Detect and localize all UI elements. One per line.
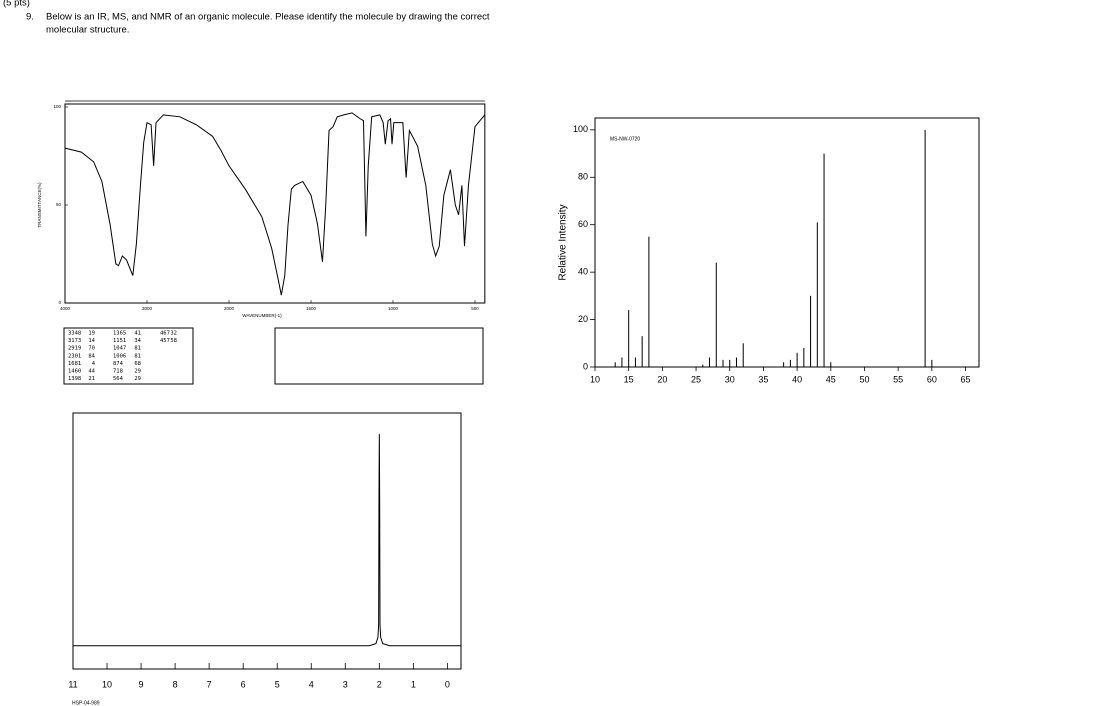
- y-tick-label: 100: [573, 124, 588, 134]
- x-tick-label: 30: [725, 374, 735, 384]
- peak-table-cell: 467: [160, 331, 170, 337]
- y-tick-label: 0: [58, 300, 61, 305]
- x-tick-label: 4: [309, 679, 314, 689]
- x-tick-label: 1000: [388, 306, 399, 311]
- y-axis-label: TRANSMITTANCE(%): [37, 182, 42, 227]
- x-tick-label: 1: [411, 679, 416, 689]
- peak-table-cell: 29: [134, 376, 141, 382]
- plot-frame: [594, 117, 980, 368]
- plot-frame: [72, 412, 462, 670]
- peak-table-cell: 81: [134, 353, 141, 359]
- peak-table-cell: 1460: [68, 369, 81, 375]
- spectrum-line: [73, 434, 461, 647]
- chart-title: HSP-04-989: [72, 700, 100, 706]
- x-tick-label: 1500: [306, 306, 317, 311]
- y-tick-label: 20: [578, 314, 588, 324]
- peak-table-cell: 1047: [113, 346, 126, 352]
- peak-table-cell: 457: [160, 338, 170, 344]
- peak-table-cell: 1006: [113, 353, 126, 359]
- peak-table-cell: 2301: [68, 353, 81, 359]
- peak-table-cell: 19: [88, 331, 95, 337]
- y-tick-label: 80: [578, 172, 588, 182]
- peak-table-cell: 21: [88, 376, 95, 382]
- peak-table-cell: 874: [113, 361, 124, 367]
- peak-table-cell: 58: [170, 338, 177, 344]
- x-axis-label: WAVENUMBER(-1): [242, 313, 282, 318]
- peak-table-cell: 32: [170, 331, 177, 337]
- peak-table-cell: 14: [88, 338, 95, 344]
- peak-table-cell: 2919: [68, 346, 81, 352]
- x-tick-label: 55: [893, 374, 903, 384]
- x-tick-label: 40: [792, 374, 802, 384]
- peak-table-cell: 81: [134, 346, 141, 352]
- question-number: 9.: [26, 12, 34, 23]
- peak-table-cell: 1151: [113, 338, 126, 344]
- spectrum-line: [64, 112, 486, 296]
- peak-table-cell: 1365: [113, 331, 126, 337]
- peak-table-cell: 68: [134, 361, 141, 367]
- x-tick-label: 65: [961, 374, 971, 384]
- x-tick-label: 3000: [142, 306, 153, 311]
- peak-table-cell: 718: [113, 369, 123, 375]
- x-tick-label: 0: [445, 679, 450, 689]
- x-tick-label: 6: [241, 679, 246, 689]
- x-tick-label: 10: [102, 679, 112, 689]
- x-tick-label: 45: [826, 374, 836, 384]
- answer-box: [274, 327, 484, 385]
- peak-table-cell: 34: [134, 338, 141, 344]
- plot-frame: [64, 103, 486, 304]
- y-tick-label: 60: [578, 219, 588, 229]
- y-tick-label: 100: [53, 104, 61, 109]
- x-tick-label: 25: [691, 374, 701, 384]
- x-tick-label: 3: [343, 679, 348, 689]
- y-axis-label: Relative Intensity: [558, 204, 569, 280]
- x-tick-label: 15: [624, 374, 634, 384]
- x-tick-label: 35: [758, 374, 768, 384]
- peak-table-cell: 84: [88, 353, 95, 359]
- peak-table-box: [63, 327, 194, 385]
- peak-table-cell: 41: [134, 331, 141, 337]
- x-tick-label: 9: [139, 679, 144, 689]
- points: (5 pts): [3, 0, 30, 9]
- x-tick-label: 20: [657, 374, 667, 384]
- peak-table-cell: 70: [88, 346, 95, 352]
- y-tick-label: 50: [56, 202, 62, 207]
- chart-title: MS-NW-0720: [610, 136, 640, 142]
- x-tick-label: 11: [68, 679, 77, 689]
- peak-table-cell: 564: [113, 376, 124, 382]
- x-tick-label: 500: [471, 306, 479, 311]
- x-tick-label: 4000: [60, 306, 71, 311]
- question-text: molecular structure.: [46, 25, 129, 36]
- y-tick-label: 40: [578, 267, 588, 277]
- question-text: Below is an IR, MS, and NMR of an organi…: [46, 12, 490, 23]
- x-tick-label: 2000: [224, 306, 235, 311]
- x-tick-label: 7: [207, 679, 212, 689]
- y-tick-label: 0: [583, 361, 588, 371]
- x-tick-label: 50: [859, 374, 869, 384]
- x-tick-label: 10: [590, 374, 600, 384]
- peak-table-cell: 1681: [68, 361, 81, 367]
- x-tick-label: 60: [927, 374, 937, 384]
- peak-table-cell: 3173: [68, 338, 81, 344]
- x-tick-label: 8: [173, 679, 178, 689]
- peak-table-cell: 44: [88, 369, 95, 375]
- peak-table-cell: 4: [92, 361, 96, 367]
- x-tick-label: 5: [275, 679, 280, 689]
- x-tick-label: 2: [377, 679, 382, 689]
- peak-table-cell: 3348: [68, 331, 81, 337]
- peak-table-cell: 1398: [68, 376, 81, 382]
- peak-table-cell: 29: [134, 369, 141, 375]
